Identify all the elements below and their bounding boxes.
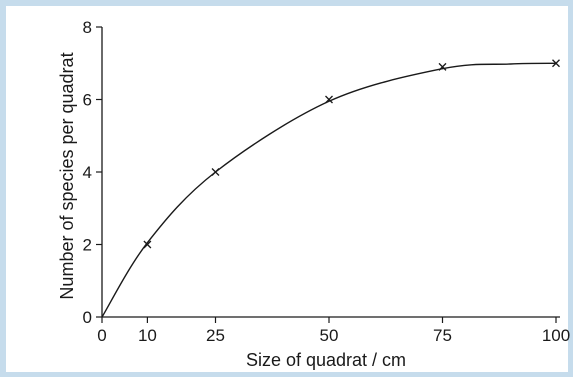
x-tick-label: 50 xyxy=(320,326,339,345)
fit-curve-layer xyxy=(101,62,557,318)
axes: 0 10 25 50 75 100 0 2 4 6 8 xyxy=(83,18,571,345)
x-tick-label: 25 xyxy=(206,326,225,345)
data-point xyxy=(211,168,220,176)
y-tick-label: 8 xyxy=(83,18,92,37)
point-cross-stroke xyxy=(325,95,333,104)
y-tick-label: 4 xyxy=(83,163,92,182)
point-cross-stroke xyxy=(211,168,220,176)
x-tick-label: 10 xyxy=(138,326,157,345)
figure-panel xyxy=(6,6,568,372)
y-tick-label: 0 xyxy=(83,308,92,327)
y-axis-title: Number of species per quadrat xyxy=(57,52,77,299)
x-axis-title: Size of quadrat / cm xyxy=(246,350,406,370)
point-cross-stroke xyxy=(552,59,560,68)
x-tick-label: 0 xyxy=(97,326,106,345)
y-tick-label: 6 xyxy=(83,91,92,110)
y-tick-label: 2 xyxy=(83,236,92,255)
data-point xyxy=(325,95,333,104)
x-tick-label: 75 xyxy=(433,326,452,345)
data-point xyxy=(552,59,560,68)
fitted-curve xyxy=(101,62,557,318)
x-tick-label: 100 xyxy=(542,326,570,345)
data-points xyxy=(143,59,560,249)
data-point xyxy=(438,62,447,71)
point-cross-stroke xyxy=(143,240,152,249)
point-cross-stroke xyxy=(438,62,447,71)
data-point xyxy=(143,240,152,249)
